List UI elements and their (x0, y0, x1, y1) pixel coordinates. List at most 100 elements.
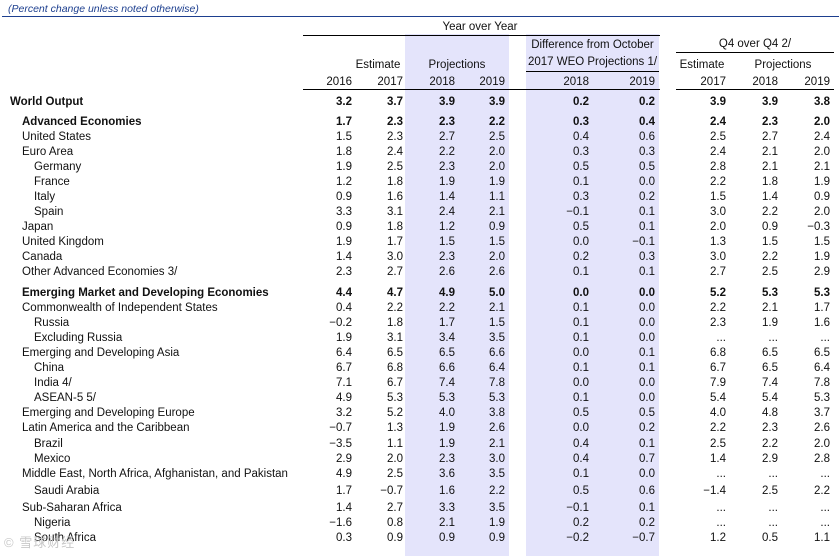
rule-yoy (303, 35, 660, 36)
value-cell: 6.5 (439, 347, 455, 359)
value-cell: 5.2 (387, 407, 403, 419)
value-cell: 0.4 (336, 302, 352, 314)
value-cell: 3.9 (489, 96, 505, 108)
value-cell: 0.6 (639, 131, 655, 143)
value-cell: 3.0 (710, 206, 726, 218)
value-cell: 0.1 (573, 266, 589, 278)
row-label: China (34, 362, 65, 374)
value-cell: 3.1 (387, 206, 403, 218)
table-row: Sub-Saharan Africa 1.4 2.7 3.3 3.5 −0.1 0.1...… (0, 501, 839, 516)
value-cell: 1.5 (814, 236, 830, 248)
row-label: Nigeria (34, 517, 71, 529)
value-cell: 3.9 (710, 96, 726, 108)
table-row: Canada 1.4 3.0 2.3 2.0 0.2 0.3 3.0 2.2 1.9 (0, 250, 839, 265)
value-cell: 2.0 (814, 116, 830, 128)
row-label: ASEAN-5 5/ (34, 392, 96, 404)
value-cell: 1.5 (710, 191, 726, 203)
value-cell: 1.8 (762, 176, 778, 188)
header-q4-projections: Projections (754, 59, 812, 71)
value-cell: 4.9 (336, 392, 352, 404)
value-cell: 5.3 (814, 392, 830, 404)
value-cell: 2.4 (710, 116, 726, 128)
value-cell: 2.0 (387, 453, 403, 465)
value-cell: 2.1 (762, 161, 778, 173)
row-label: Mexico (34, 453, 71, 465)
value-cell: 0.2 (573, 517, 589, 529)
value-cell: 7.8 (814, 377, 830, 389)
value-cell: 0.5 (573, 407, 589, 419)
value-cell: 2.3 (439, 453, 455, 465)
row-label: Other Advanced Economies 3/ (22, 266, 178, 278)
value-cell: 0.9 (489, 532, 505, 544)
value-cell: −1.6 (329, 517, 352, 529)
value-cell: 2.0 (814, 206, 830, 218)
header-year-over-year: Year over Year (442, 21, 518, 33)
table-row: Emerging and Developing Europe 3.2 5.2 4.0 3… (0, 406, 839, 421)
value-cell: 3.0 (387, 251, 403, 263)
value-cell: 2.6 (439, 266, 455, 278)
table-row: Mexico 2.9 2.0 2.3 3.0 0.4 0.7 1.4 2.9 2.8 (0, 452, 839, 467)
value-cell: 2.5 (387, 468, 403, 480)
value-cell: 0.2 (573, 251, 589, 263)
row-label: Advanced Economies (22, 116, 142, 128)
value-cell: ... (768, 468, 778, 480)
value-cell: 0.9 (336, 191, 352, 203)
value-cell: −3.5 (329, 438, 352, 450)
value-cell: ... (768, 332, 778, 344)
value-cell: 0.8 (387, 517, 403, 529)
row-label: Excluding Russia (34, 332, 123, 344)
row-label: Japan (22, 221, 54, 233)
value-cell: 7.4 (762, 377, 778, 389)
value-cell: 2.7 (710, 266, 726, 278)
value-cell: 2.4 (387, 146, 403, 158)
value-cell: −0.1 (632, 236, 655, 248)
value-cell: ... (768, 517, 778, 529)
value-cell: 0.2 (639, 517, 655, 529)
value-cell: 0.9 (489, 221, 505, 233)
value-cell: 1.6 (814, 317, 830, 329)
value-cell: 4.9 (336, 468, 352, 480)
table-row: South Africa 0.3 0.9 0.9 0.9 −0.2 −0.7 1.2 0.5 1.… (0, 531, 839, 546)
value-cell: 1.8 (387, 221, 403, 233)
row-label: South Africa (34, 532, 97, 544)
value-cell: 2.2 (710, 302, 726, 314)
value-cell: 1.7 (336, 485, 352, 497)
year-2016: 2016 (326, 76, 352, 88)
value-cell: 0.4 (639, 116, 655, 128)
value-cell: 2.2 (710, 176, 726, 188)
row-label: Emerging Market and Developing Economies (22, 287, 269, 299)
value-cell: 2.3 (439, 161, 455, 173)
value-cell: 2.0 (489, 161, 505, 173)
row-label: Euro Area (22, 146, 74, 158)
value-cell: 2.2 (439, 146, 455, 158)
q4-year-2018: 2018 (752, 76, 778, 88)
value-cell: 0.0 (639, 287, 655, 299)
table-row: Emerging and Developing Asia 6.4 6.5 6.5 6.6… (0, 346, 839, 361)
value-cell: 3.5 (489, 332, 505, 344)
value-cell: 0.5 (573, 485, 589, 497)
value-cell: 3.2 (336, 407, 352, 419)
value-cell: 1.9 (439, 438, 455, 450)
table-row: India 4/7.1 6.7 7.4 7.8 0.0 0.0 7.9 7.4 7.8 (0, 376, 839, 391)
row-label: United Kingdom (22, 236, 104, 248)
table-row: Excluding Russia 1.9 3.1 3.4 3.5 0.1 0.0......… (0, 331, 839, 346)
value-cell: 3.0 (489, 453, 505, 465)
value-cell: 3.3 (336, 206, 352, 218)
value-cell: ... (820, 332, 830, 344)
value-cell: 3.2 (336, 96, 352, 108)
value-cell: 0.0 (639, 302, 655, 314)
table-row: Russia −0.2 1.8 1.7 1.5 0.1 0.0 2.3 1.9 1.6 (0, 316, 839, 331)
value-cell: 1.3 (710, 236, 726, 248)
table-row: Advanced Economies 1.7 2.3 2.3 2.2 0.3 0.4 2.4 2… (0, 115, 839, 130)
row-label: Saudi Arabia (34, 485, 100, 497)
value-cell: 0.3 (639, 146, 655, 158)
value-cell: ... (768, 502, 778, 514)
value-cell: 1.9 (489, 517, 505, 529)
value-cell: 0.2 (639, 191, 655, 203)
value-cell: 1.5 (489, 317, 505, 329)
value-cell: 6.8 (387, 362, 403, 374)
value-cell: 5.3 (439, 392, 455, 404)
value-cell: 3.9 (439, 96, 455, 108)
value-cell: 3.6 (439, 468, 455, 480)
table-row: China 6.7 6.8 6.6 6.4 0.1 0.1 6.7 6.5 6.4 (0, 361, 839, 376)
